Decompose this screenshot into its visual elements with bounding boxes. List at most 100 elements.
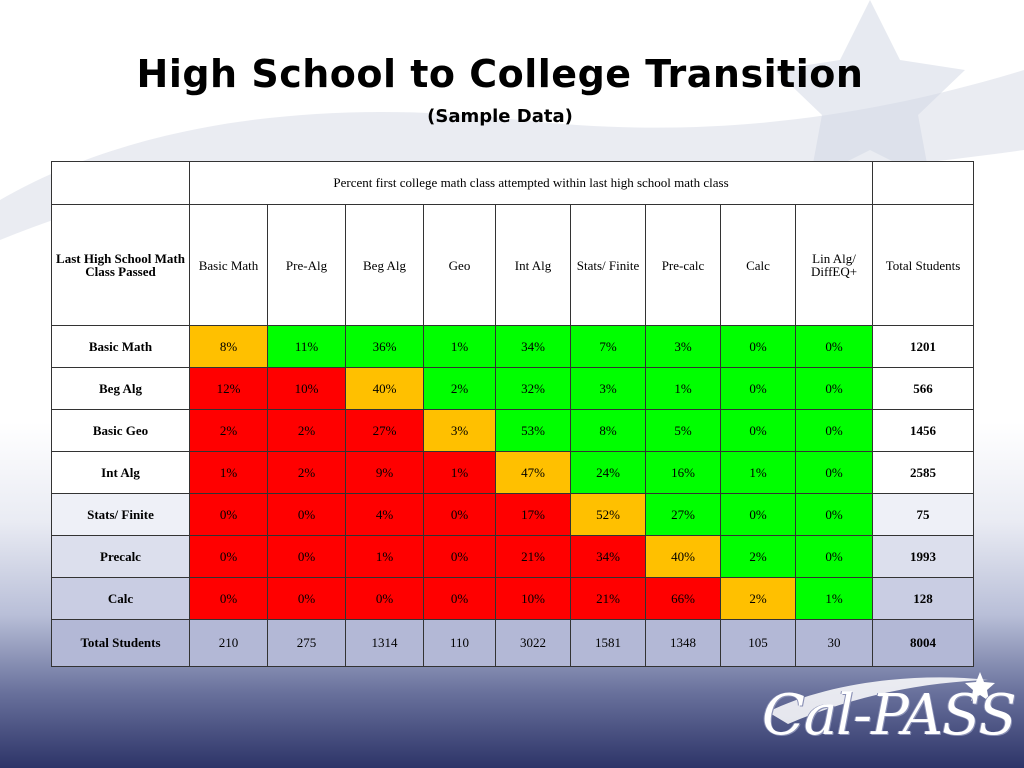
- grand-total: 8004: [872, 619, 975, 667]
- percent-cell: 1%: [189, 451, 268, 494]
- column-total: 1348: [645, 619, 721, 667]
- percent-cell: 8%: [189, 325, 268, 368]
- percent-cell: 0%: [423, 493, 496, 536]
- percent-cell: 36%: [345, 325, 424, 368]
- percent-cell: 2%: [267, 451, 346, 494]
- percent-cell: 3%: [645, 325, 721, 368]
- table-row: Basic Geo 2% 2% 27% 3% 53% 8% 5% 0% 0% 1456: [51, 409, 975, 452]
- percent-cell: 5%: [645, 409, 721, 452]
- percent-cell: 0%: [794, 367, 874, 410]
- table-row: Calc 0% 0% 0% 0% 10% 21% 66% 2% 1% 128: [51, 577, 975, 620]
- percent-cell: 12%: [189, 367, 268, 410]
- percent-cell: 0%: [720, 409, 796, 452]
- column-total: 3022: [495, 619, 571, 667]
- column-total: 105: [720, 619, 796, 667]
- totals-row-label: Total Students: [51, 619, 190, 667]
- percent-cell: 1%: [345, 535, 424, 578]
- slide-subtitle: (Sample Data): [427, 106, 573, 127]
- column-total: 1581: [570, 619, 646, 667]
- row-label: Stats/ Finite: [51, 493, 190, 536]
- percent-cell: 0%: [794, 409, 874, 452]
- percent-cell: 1%: [794, 577, 874, 620]
- percent-cell: 40%: [645, 535, 721, 578]
- table-body: Basic Math 8% 11% 36% 1% 34% 7% 3% 0% 0% 1201 Beg A…: [51, 325, 975, 620]
- percent-cell: 17%: [495, 493, 571, 536]
- column-header: Basic Math: [189, 204, 268, 326]
- percent-cell: 1%: [423, 325, 496, 368]
- totals-row: Total Students 210 275 1314 110 3022 158…: [51, 619, 975, 667]
- percent-cell: 47%: [495, 451, 571, 494]
- table-row: Int Alg 1% 2% 9% 1% 47% 24% 16% 1% 0% 2585: [51, 451, 975, 494]
- percent-cell: 2%: [720, 577, 796, 620]
- column-header: Calc: [720, 204, 796, 326]
- percent-cell: 0%: [794, 325, 874, 368]
- slide-title: High School to College Transition: [136, 52, 864, 96]
- row-total: 1201: [872, 325, 975, 368]
- percent-cell: 4%: [345, 493, 424, 536]
- percent-cell: 40%: [345, 367, 424, 410]
- row-total: 75: [872, 493, 975, 536]
- percent-cell: 21%: [570, 577, 646, 620]
- percent-cell: 0%: [189, 577, 268, 620]
- percent-cell: 32%: [495, 367, 571, 410]
- percent-cell: 7%: [570, 325, 646, 368]
- percent-cell: 0%: [794, 535, 874, 578]
- percent-cell: 2%: [267, 409, 346, 452]
- row-total: 128: [872, 577, 975, 620]
- percent-cell: 1%: [645, 367, 721, 410]
- percent-cell: 2%: [720, 535, 796, 578]
- row-label: Basic Math: [51, 325, 190, 368]
- percent-cell: 34%: [570, 535, 646, 578]
- column-header: Pre-Alg: [267, 204, 346, 326]
- row-label: Precalc: [51, 535, 190, 578]
- percent-cell: 0%: [423, 535, 496, 578]
- percent-cell: 2%: [189, 409, 268, 452]
- row-total: 2585: [872, 451, 975, 494]
- column-header: Pre-calc: [645, 204, 721, 326]
- percent-cell: 0%: [794, 451, 874, 494]
- column-total: 30: [794, 619, 874, 667]
- percent-cell: 66%: [645, 577, 721, 620]
- corner-cell: [51, 161, 190, 205]
- table-row: Precalc 0% 0% 1% 0% 21% 34% 40% 2% 0% 1993: [51, 535, 975, 578]
- percent-cell: 0%: [720, 367, 796, 410]
- percent-cell: 2%: [423, 367, 496, 410]
- percent-cell: 0%: [189, 535, 268, 578]
- spacer-cell: [872, 161, 975, 205]
- percent-cell: 0%: [267, 577, 346, 620]
- group-header: Percent first college math class attempt…: [188, 161, 874, 205]
- percent-cell: 0%: [794, 493, 874, 536]
- column-total: 1314: [345, 619, 424, 667]
- column-total: 210: [189, 619, 268, 667]
- percent-cell: 1%: [423, 451, 496, 494]
- percent-cell: 0%: [423, 577, 496, 620]
- table-row: Beg Alg 12% 10% 40% 2% 32% 3% 1% 0% 0% 566: [51, 367, 975, 410]
- percent-cell: 0%: [720, 325, 796, 368]
- cal-pass-logo-swoosh: [768, 672, 995, 724]
- column-header: Lin Alg/ DiffEQ+: [794, 204, 874, 326]
- percent-cell: 27%: [645, 493, 721, 536]
- percent-cell: 8%: [570, 409, 646, 452]
- row-label: Int Alg: [51, 451, 190, 494]
- cal-pass-logo-text: Cal-PASS: [762, 683, 1017, 748]
- percent-cell: 53%: [495, 409, 571, 452]
- percent-cell: 34%: [495, 325, 571, 368]
- row-label: Basic Geo: [51, 409, 190, 452]
- percent-cell: 0%: [345, 577, 424, 620]
- transition-table: Percent first college math class attempt…: [51, 161, 975, 667]
- column-total: 110: [423, 619, 496, 667]
- percent-cell: 0%: [189, 493, 268, 536]
- column-header: Geo: [423, 204, 496, 326]
- column-total: 275: [267, 619, 346, 667]
- percent-cell: 3%: [570, 367, 646, 410]
- row-total: 566: [872, 367, 975, 410]
- column-header-row: Last High School Math Class Passed Basic…: [51, 204, 975, 326]
- column-header: Stats/ Finite: [570, 204, 646, 326]
- percent-cell: 1%: [720, 451, 796, 494]
- percent-cell: 0%: [720, 493, 796, 536]
- row-axis-header: Last High School Math Class Passed: [51, 204, 190, 326]
- percent-cell: 16%: [645, 451, 721, 494]
- percent-cell: 10%: [495, 577, 571, 620]
- percent-cell: 27%: [345, 409, 424, 452]
